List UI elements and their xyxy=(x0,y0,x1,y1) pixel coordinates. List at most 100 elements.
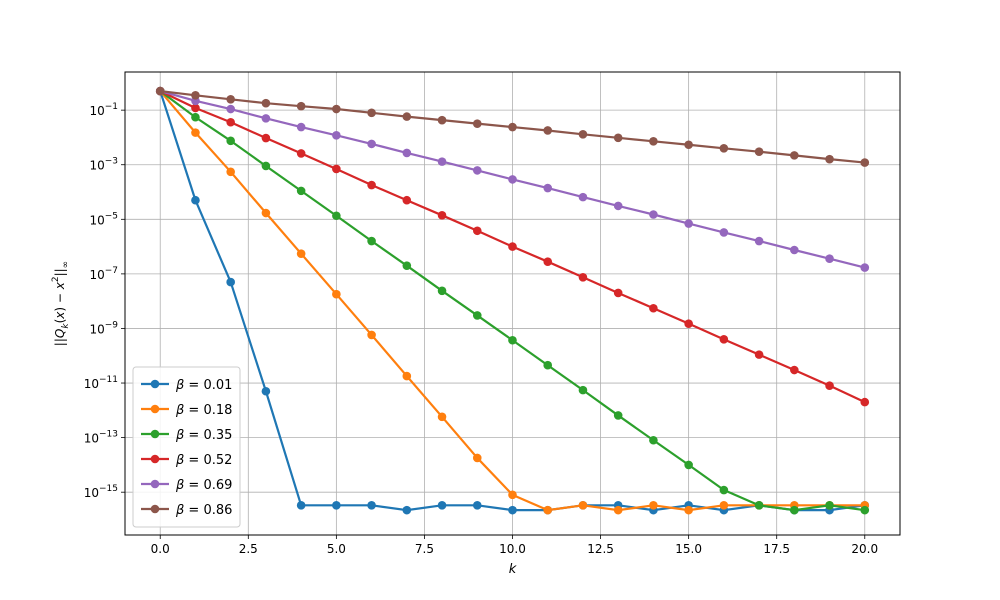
data-point xyxy=(261,161,271,171)
data-point xyxy=(825,381,834,390)
data-point xyxy=(437,115,447,125)
data-point xyxy=(860,263,870,272)
data-point xyxy=(684,140,693,150)
legend-item: β = 0.18 xyxy=(141,403,232,418)
data-point xyxy=(226,167,235,177)
data-point xyxy=(296,249,306,258)
legend-item: β = 0.52 xyxy=(141,453,232,468)
data-point xyxy=(543,505,553,515)
data-point xyxy=(754,236,764,246)
x-tick-label: 10.0 xyxy=(499,542,526,556)
data-point xyxy=(191,128,200,137)
data-point xyxy=(191,91,200,100)
data-point xyxy=(790,505,799,515)
data-point xyxy=(296,122,306,132)
data-point xyxy=(684,460,693,470)
y-tick-label: 10−1 xyxy=(89,102,118,118)
data-point xyxy=(825,154,834,164)
data-point xyxy=(543,360,553,370)
data-point xyxy=(296,149,306,158)
data-point xyxy=(402,505,412,515)
data-point xyxy=(754,350,764,359)
data-point xyxy=(261,98,271,108)
data-point xyxy=(508,122,517,132)
data-point xyxy=(578,385,588,395)
data-point xyxy=(508,490,517,500)
x-tick-label: 5.0 xyxy=(327,542,346,556)
data-point xyxy=(790,151,799,160)
data-point xyxy=(790,245,799,255)
y-tick-label: 10−5 xyxy=(89,211,118,227)
x-tick-label: 0.0 xyxy=(151,542,170,556)
legend-label: β = 0.01 xyxy=(175,378,232,393)
legend: β = 0.01 β = 0.18 β = 0.35 β = 0.52 β = 0.69… xyxy=(132,366,241,528)
data-point xyxy=(261,114,271,123)
data-point xyxy=(261,386,271,396)
legend-swatch-marker xyxy=(150,429,160,439)
data-point xyxy=(155,86,165,96)
data-point xyxy=(719,335,729,344)
data-point xyxy=(543,183,553,193)
legend-item: β = 0.86 xyxy=(141,503,232,518)
legend-swatch-marker xyxy=(150,404,160,414)
data-point xyxy=(367,236,376,246)
data-point xyxy=(508,335,517,345)
y-tick-label: 10−13 xyxy=(84,430,118,446)
series-4 xyxy=(155,86,870,407)
legend-swatch-marker xyxy=(150,479,160,489)
data-point xyxy=(649,435,658,445)
legend-item: β = 0.35 xyxy=(141,428,232,443)
y-tick-label: 10−15 xyxy=(84,484,118,500)
x-tick-label: 15.0 xyxy=(675,542,702,556)
data-point xyxy=(578,501,588,510)
data-point xyxy=(613,288,623,298)
data-point xyxy=(543,257,553,266)
data-point xyxy=(332,289,341,299)
data-point xyxy=(508,175,517,184)
legend-item: β = 0.01 xyxy=(141,378,232,393)
data-point xyxy=(296,186,306,196)
data-point xyxy=(367,108,376,118)
data-point xyxy=(226,94,235,104)
legend-label: β = 0.69 xyxy=(175,478,232,493)
data-point xyxy=(437,286,447,296)
data-point xyxy=(719,501,729,510)
data-point xyxy=(402,371,412,381)
data-point xyxy=(613,411,623,420)
data-point xyxy=(472,311,482,320)
x-tick-label: 2.5 xyxy=(239,542,258,556)
y-tick-label: 10−3 xyxy=(89,157,118,173)
data-point xyxy=(332,130,341,140)
x-axis-label: k xyxy=(509,562,517,577)
data-point xyxy=(649,137,658,146)
data-point xyxy=(684,319,693,328)
data-point xyxy=(719,228,729,237)
data-point xyxy=(472,226,482,236)
data-point xyxy=(472,501,482,510)
data-point xyxy=(508,505,517,515)
x-axis: 0.0 2.5 5.0 7.5 10.0 12.5 15.0 17.5 20.0 xyxy=(151,535,878,556)
data-point xyxy=(649,210,658,219)
y-axis-label-text: ||Qk(x) − x2||∞ xyxy=(51,261,71,346)
data-point xyxy=(437,211,447,220)
data-point xyxy=(367,139,376,149)
y-tick-label: 10−7 xyxy=(89,266,118,282)
data-point xyxy=(402,195,412,205)
data-point xyxy=(332,104,341,114)
data-point xyxy=(754,147,764,157)
data-point xyxy=(578,272,588,282)
data-point xyxy=(226,104,235,114)
legend-swatch-marker xyxy=(150,379,160,389)
data-point xyxy=(472,453,482,463)
data-point xyxy=(613,201,623,211)
data-point xyxy=(754,501,764,510)
data-point xyxy=(472,119,482,128)
data-point xyxy=(261,133,271,143)
y-tick-label: 10−11 xyxy=(84,375,118,391)
series-5 xyxy=(155,86,870,272)
data-point xyxy=(825,254,834,264)
legend-label: β = 0.18 xyxy=(175,403,232,418)
data-point xyxy=(367,180,376,190)
data-point xyxy=(367,330,376,340)
grid xyxy=(125,72,900,535)
